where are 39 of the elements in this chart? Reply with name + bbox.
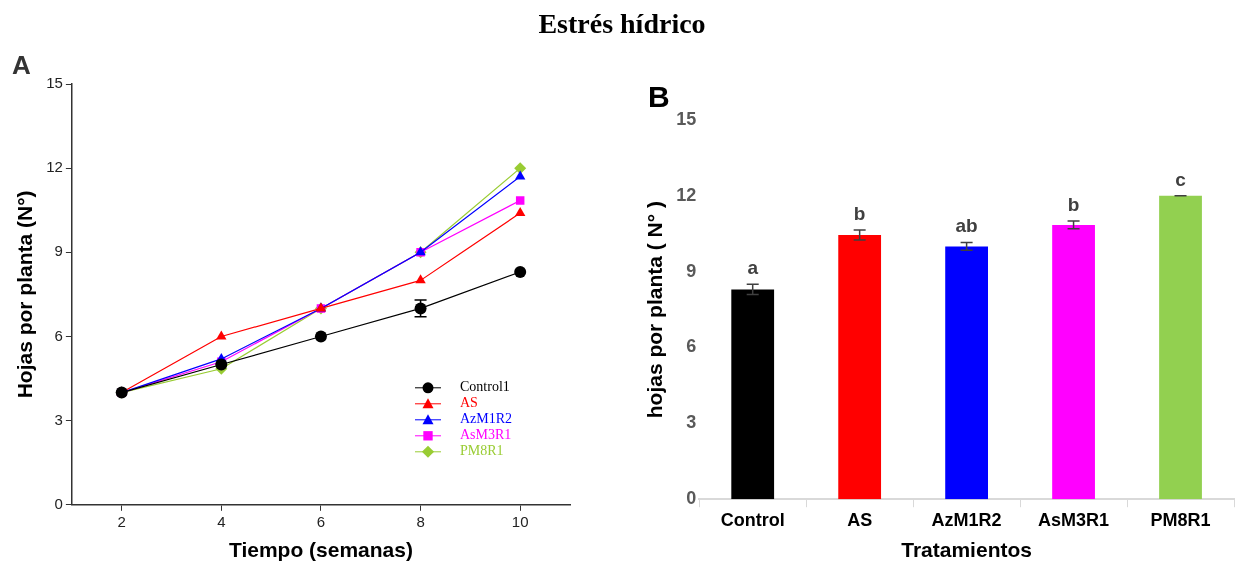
x-tick-label: AzM1R2 [931, 509, 1002, 530]
y-tick-label: 0 [686, 488, 697, 509]
x-tick-label: AsM3R1 [1038, 509, 1110, 530]
y-tick-label: 12 [46, 158, 63, 176]
x-axis-title: Tiempo (semanas) [228, 538, 413, 562]
y-tick-label: 6 [686, 336, 697, 357]
annotation: b [1067, 193, 1080, 215]
y-tick-label: 0 [54, 494, 63, 512]
legend-label: PM8R1 [460, 443, 504, 459]
chart-title: Estrés hídrico [537, 8, 707, 40]
y-tick-label: 9 [686, 260, 697, 281]
y-tick-label: 12 [676, 184, 697, 205]
x-tick-label: PM8R1 [1150, 509, 1211, 530]
annotation: a [747, 257, 759, 279]
x-tick-label: 4 [217, 512, 226, 530]
y-axis-title: Hojas por planta (N°) [13, 190, 37, 399]
x-tick-label: Control [720, 509, 785, 530]
y-tick-label: 9 [54, 242, 63, 260]
y-tick-label: 6 [54, 326, 63, 344]
annotation: b [853, 202, 866, 224]
y-tick-label: 15 [676, 108, 697, 129]
annotation: c [1175, 168, 1187, 190]
text: A [12, 50, 31, 81]
y-axis-title: hojas por planta ( N° ) [643, 200, 667, 419]
x-tick-label: 2 [117, 512, 126, 530]
y-tick-label: 3 [54, 410, 63, 428]
legend-label: AsM3R1 [460, 427, 512, 443]
legend-label: AS [460, 395, 478, 411]
x-tick-label: 6 [316, 512, 326, 530]
text: B [648, 80, 670, 114]
legend-label: Control1 [460, 379, 510, 395]
legend-label: AzM1R2 [460, 411, 513, 427]
x-axis-title: Tratamientos [901, 538, 1032, 562]
annotation: ab [955, 215, 978, 237]
x-tick-label: AS [847, 509, 873, 530]
y-tick-label: 3 [686, 412, 697, 433]
x-tick-label: 10 [511, 512, 529, 530]
y-tick-label: 15 [46, 74, 63, 92]
x-tick-label: 8 [416, 512, 425, 530]
